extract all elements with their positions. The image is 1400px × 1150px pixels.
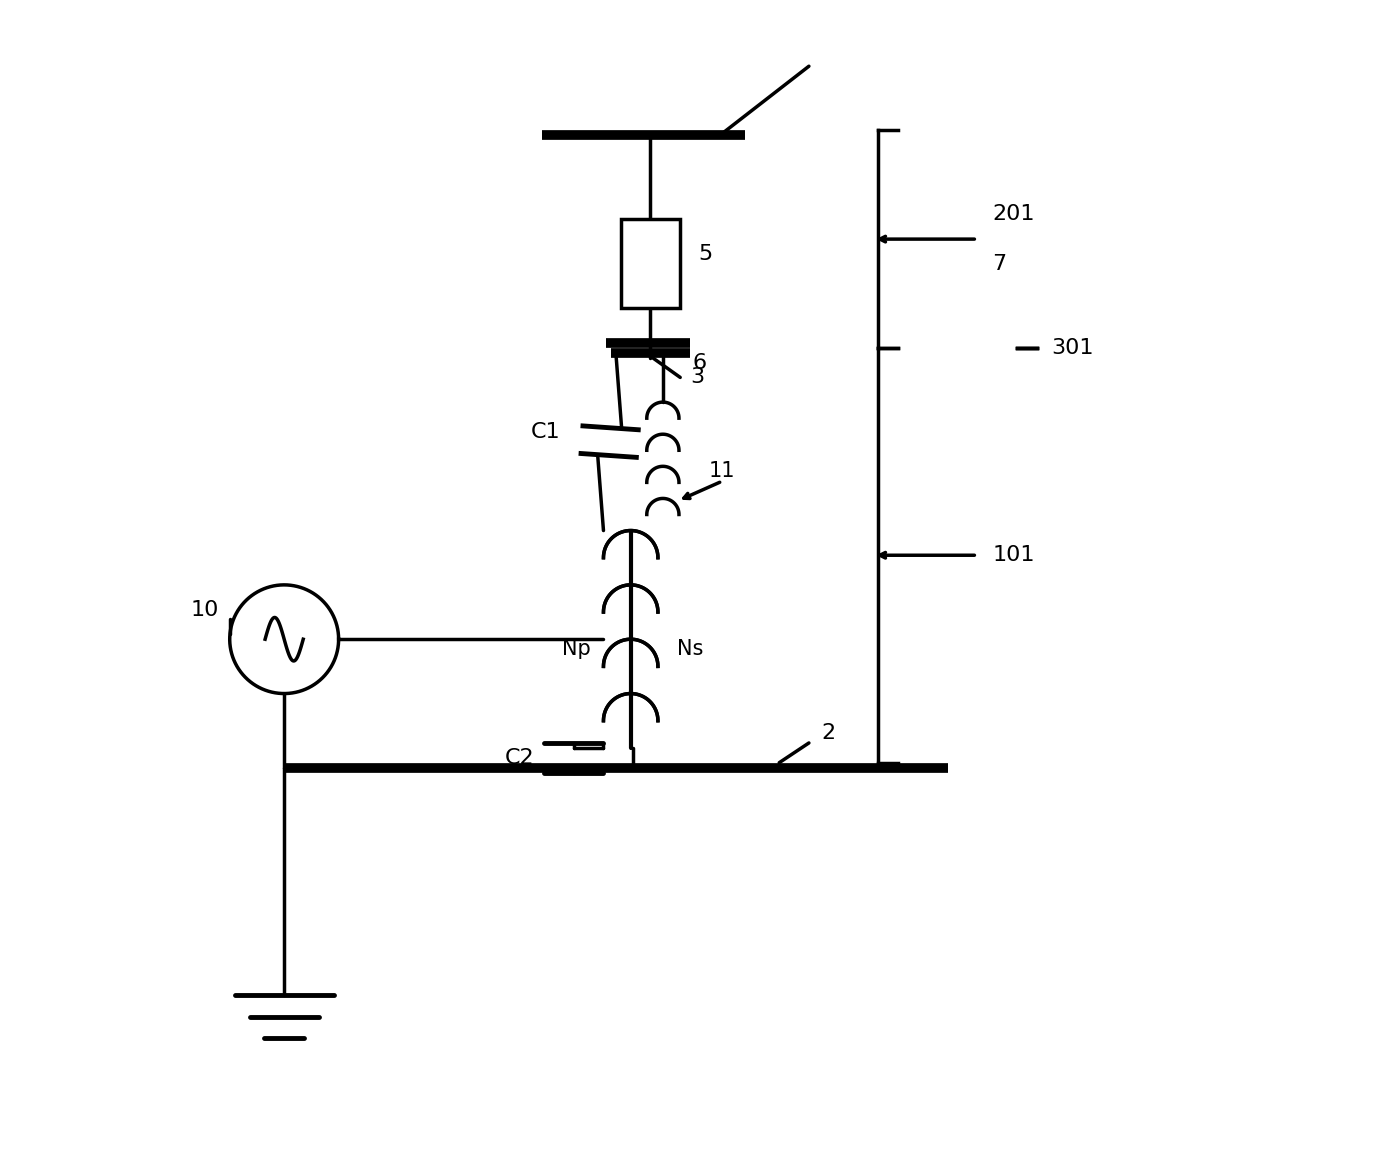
Text: 201: 201 xyxy=(993,205,1035,224)
Text: 3: 3 xyxy=(690,367,704,388)
Text: 11: 11 xyxy=(708,461,735,481)
Bar xyxy=(620,220,680,308)
Text: Ns: Ns xyxy=(678,639,703,659)
Text: 7: 7 xyxy=(993,254,1007,274)
Text: 301: 301 xyxy=(1051,338,1093,358)
Text: 2: 2 xyxy=(822,723,836,743)
Text: Np: Np xyxy=(561,639,591,659)
Text: 5: 5 xyxy=(697,244,713,264)
Text: C1: C1 xyxy=(531,422,560,442)
Text: C2: C2 xyxy=(504,748,535,768)
Text: 10: 10 xyxy=(190,599,220,620)
Text: 101: 101 xyxy=(993,545,1035,566)
Text: 6: 6 xyxy=(693,353,707,373)
